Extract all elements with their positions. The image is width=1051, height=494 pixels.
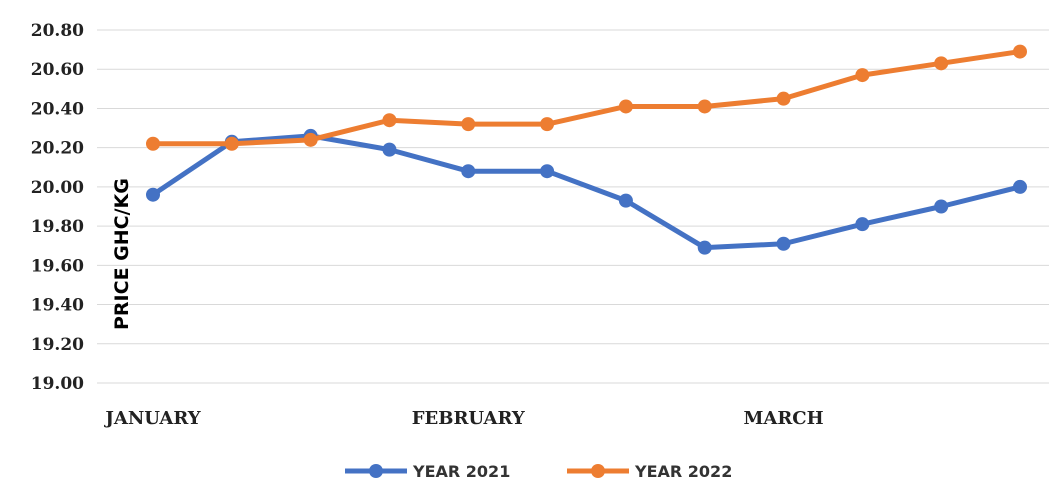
data-point	[382, 113, 397, 128]
y-tick-label: 19.00	[31, 374, 84, 394]
x-tick-label: JANUARY	[103, 408, 201, 429]
data-point	[618, 99, 633, 114]
y-tick-label: 20.60	[31, 60, 84, 80]
series-line-2	[150, 49, 1023, 147]
data-point	[934, 56, 949, 71]
data-point	[146, 187, 160, 202]
y-tick-label: 20.00	[31, 178, 84, 198]
x-axis-ticks: JANUARY FEBRUARY MARCH	[103, 408, 823, 429]
series-group	[146, 44, 1027, 255]
legend-swatch-marker	[591, 464, 605, 478]
data-point	[697, 240, 712, 255]
data-point	[303, 132, 318, 147]
data-point	[224, 136, 239, 151]
y-tick-label: 19.40	[31, 296, 84, 316]
data-point	[776, 236, 791, 251]
y-tick-label: 20.20	[31, 139, 84, 159]
data-point	[934, 199, 949, 214]
y-axis-label: PRICE GHC/KG	[111, 178, 133, 330]
data-point	[540, 117, 555, 132]
data-point	[1013, 44, 1027, 59]
data-point	[855, 68, 870, 83]
series-line-1	[150, 133, 1023, 251]
data-point	[618, 193, 633, 208]
y-axis-ticks: 19.00 19.20 19.40 19.60 19.80 20.00 20.20 20.40…	[31, 21, 84, 394]
y-tick-label: 19.80	[31, 217, 84, 237]
data-point	[382, 142, 397, 157]
x-tick-label: FEBRUARY	[412, 408, 526, 429]
legend-swatch-marker	[369, 464, 383, 478]
y-tick-label: 20.40	[31, 99, 84, 119]
data-point	[146, 136, 160, 151]
data-point	[855, 217, 870, 232]
data-point	[461, 164, 476, 179]
x-tick-label: MARCH	[743, 408, 823, 429]
legend-label: YEAR 2021	[412, 462, 510, 481]
data-point	[1013, 179, 1027, 194]
data-point	[540, 164, 555, 179]
data-point	[697, 99, 712, 114]
gridlines	[97, 29, 1049, 384]
y-tick-label: 20.80	[31, 21, 84, 41]
legend: YEAR 2021 YEAR 2022	[345, 462, 732, 481]
legend-label: YEAR 2022	[634, 462, 732, 481]
y-tick-label: 19.60	[31, 256, 84, 276]
data-point	[461, 117, 476, 132]
data-point	[776, 91, 791, 106]
y-tick-label: 19.20	[31, 335, 84, 355]
